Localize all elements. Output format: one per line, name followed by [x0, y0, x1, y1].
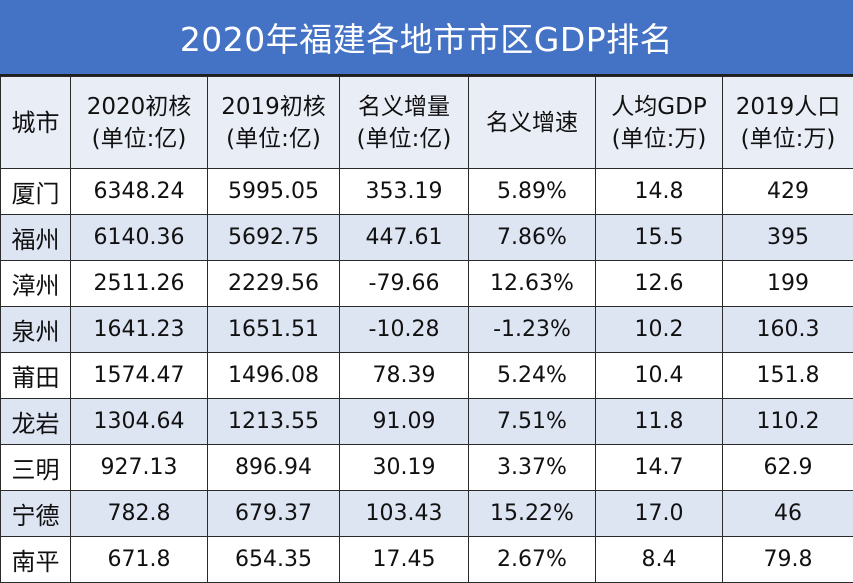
cell-nominal-increase: 17.45 — [340, 537, 469, 583]
header-gdp-2020: 2020初核(单位:亿) — [71, 77, 208, 169]
cell-nominal-growth: 7.86% — [469, 215, 596, 261]
cell-nominal-increase: -79.66 — [340, 261, 469, 307]
header-row: 城市 2020初核(单位:亿) 2019初核(单位:亿) 名义增量(单位:亿) … — [1, 77, 853, 169]
cell-population-2019: 160.3 — [723, 307, 853, 353]
cell-nominal-increase: 78.39 — [340, 353, 469, 399]
cell-city: 宁德 — [1, 491, 71, 537]
cell-gdp-2019: 2229.56 — [208, 261, 340, 307]
cell-population-2019: 62.9 — [723, 445, 853, 491]
cell-nominal-increase: 91.09 — [340, 399, 469, 445]
cell-nominal-growth: 7.51% — [469, 399, 596, 445]
cell-gdp-2019: 896.94 — [208, 445, 340, 491]
cell-city: 莆田 — [1, 353, 71, 399]
cell-city: 龙岩 — [1, 399, 71, 445]
cell-nominal-increase: 103.43 — [340, 491, 469, 537]
cell-gdp-2020: 671.8 — [71, 537, 208, 583]
cell-population-2019: 110.2 — [723, 399, 853, 445]
header-population-2019: 2019人口(单位:万) — [723, 77, 853, 169]
cell-nominal-growth: 5.24% — [469, 353, 596, 399]
cell-gdp-2019: 1213.55 — [208, 399, 340, 445]
cell-gdp-2020: 927.13 — [71, 445, 208, 491]
cell-nominal-increase: 30.19 — [340, 445, 469, 491]
header-gdp-per-capita: 人均GDP(单位:万) — [596, 77, 723, 169]
cell-gdp-per-capita: 14.7 — [596, 445, 723, 491]
cell-gdp-per-capita: 15.5 — [596, 215, 723, 261]
cell-gdp-2020: 6348.24 — [71, 169, 208, 215]
cell-gdp-2020: 1574.47 — [71, 353, 208, 399]
cell-gdp-2019: 5692.75 — [208, 215, 340, 261]
cell-population-2019: 395 — [723, 215, 853, 261]
cell-nominal-growth: 12.63% — [469, 261, 596, 307]
cell-gdp-per-capita: 11.8 — [596, 399, 723, 445]
cell-nominal-growth: -1.23% — [469, 307, 596, 353]
cell-gdp-per-capita: 10.2 — [596, 307, 723, 353]
table-title: 2020年福建各地市市区GDP排名 — [0, 0, 853, 76]
cell-gdp-per-capita: 17.0 — [596, 491, 723, 537]
cell-population-2019: 199 — [723, 261, 853, 307]
cell-gdp-2019: 654.35 — [208, 537, 340, 583]
cell-city: 三明 — [1, 445, 71, 491]
cell-nominal-increase: 447.61 — [340, 215, 469, 261]
cell-gdp-2020: 2511.26 — [71, 261, 208, 307]
cell-population-2019: 46 — [723, 491, 853, 537]
cell-gdp-2020: 1304.64 — [71, 399, 208, 445]
cell-city: 泉州 — [1, 307, 71, 353]
cell-gdp-2020: 6140.36 — [71, 215, 208, 261]
cell-nominal-increase: -10.28 — [340, 307, 469, 353]
cell-city: 福州 — [1, 215, 71, 261]
cell-gdp-per-capita: 10.4 — [596, 353, 723, 399]
cell-gdp-per-capita: 8.4 — [596, 537, 723, 583]
cell-gdp-per-capita: 12.6 — [596, 261, 723, 307]
cell-gdp-2020: 1641.23 — [71, 307, 208, 353]
cell-population-2019: 429 — [723, 169, 853, 215]
cell-population-2019: 151.8 — [723, 353, 853, 399]
cell-population-2019: 79.8 — [723, 537, 853, 583]
cell-nominal-growth: 15.22% — [469, 491, 596, 537]
cell-gdp-2019: 1496.08 — [208, 353, 340, 399]
cell-gdp-2019: 1651.51 — [208, 307, 340, 353]
cell-gdp-2019: 5995.05 — [208, 169, 340, 215]
cell-city: 厦门 — [1, 169, 71, 215]
cell-nominal-growth: 3.37% — [469, 445, 596, 491]
header-nominal-increase: 名义增量(单位:亿) — [340, 77, 469, 169]
cell-gdp-2019: 679.37 — [208, 491, 340, 537]
cell-city: 南平 — [1, 537, 71, 583]
cell-city: 漳州 — [1, 261, 71, 307]
header-nominal-growth: 名义增速 — [469, 77, 596, 169]
cell-nominal-growth: 5.89% — [469, 169, 596, 215]
header-city: 城市 — [1, 77, 71, 169]
cell-gdp-2020: 782.8 — [71, 491, 208, 537]
cell-nominal-growth: 2.67% — [469, 537, 596, 583]
cell-gdp-per-capita: 14.8 — [596, 169, 723, 215]
gdp-ranking-table: 城市 2020初核(单位:亿) 2019初核(单位:亿) 名义增量(单位:亿) … — [0, 76, 853, 583]
cell-nominal-increase: 353.19 — [340, 169, 469, 215]
header-gdp-2019: 2019初核(单位:亿) — [208, 77, 340, 169]
